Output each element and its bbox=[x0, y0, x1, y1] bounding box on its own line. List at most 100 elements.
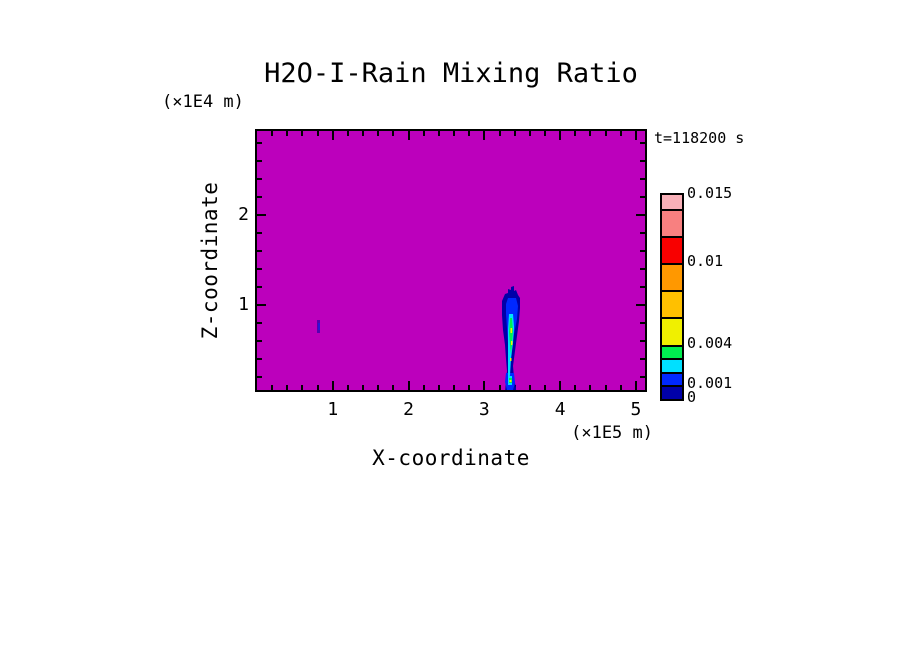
rain-shaft-yellow-speck-3 bbox=[510, 358, 512, 361]
z-major-tick bbox=[636, 303, 645, 306]
z-minor-tick bbox=[640, 375, 645, 378]
colorbar-tick-label-0.001: 0.001 bbox=[687, 374, 733, 393]
x-tick-label-3: 3 bbox=[478, 399, 490, 420]
z-minor-tick bbox=[640, 285, 645, 288]
x-minor-tick bbox=[619, 131, 622, 136]
z-minor-tick bbox=[640, 249, 645, 252]
x-minor-tick bbox=[604, 131, 607, 136]
z-minor-tick bbox=[257, 357, 262, 360]
x-minor-tick bbox=[453, 131, 456, 136]
x-minor-tick bbox=[286, 131, 289, 136]
z-minor-tick bbox=[257, 177, 262, 180]
time-annotation: t=118200 s bbox=[654, 129, 745, 147]
z-minor-tick bbox=[257, 195, 262, 198]
x-minor-tick bbox=[362, 131, 365, 136]
x-minor-tick bbox=[346, 131, 349, 136]
colorbar bbox=[660, 193, 684, 401]
z-minor-tick bbox=[640, 339, 645, 342]
x-minor-tick bbox=[513, 131, 516, 136]
x-minor-tick bbox=[422, 385, 425, 390]
rain-shaft-yellow-speck-4 bbox=[509, 380, 512, 382]
x-minor-tick bbox=[574, 131, 577, 136]
colorbar-tick-label-0: 0 bbox=[687, 388, 697, 406]
rain-shaft-yellow-speck-1 bbox=[510, 328, 513, 333]
colorbar-band-0.001-0.002 bbox=[662, 371, 682, 386]
x-minor-tick bbox=[316, 131, 319, 136]
x-minor-tick bbox=[377, 131, 380, 136]
x-tick-label-1: 1 bbox=[327, 399, 339, 420]
rain-shaft-overlay bbox=[317, 286, 520, 390]
x-major-tick bbox=[559, 381, 562, 390]
z-minor-tick bbox=[640, 195, 645, 198]
x-minor-tick bbox=[271, 131, 274, 136]
colorbar-band-0.006-0.008 bbox=[662, 290, 682, 318]
x-minor-tick bbox=[362, 385, 365, 390]
z-minor-tick bbox=[257, 285, 262, 288]
x-tick-label-2: 2 bbox=[403, 399, 414, 420]
colorbar-band-0.008-0.01 bbox=[662, 262, 682, 291]
z-axis-unit-label: (×1E4 m) bbox=[162, 92, 244, 112]
x-minor-tick bbox=[528, 131, 531, 136]
x-minor-tick bbox=[301, 131, 304, 136]
x-major-tick bbox=[483, 381, 486, 390]
x-minor-tick bbox=[619, 385, 622, 390]
x-major-tick bbox=[634, 131, 637, 140]
z-minor-tick bbox=[257, 339, 262, 342]
z-minor-tick bbox=[257, 141, 262, 144]
x-minor-tick bbox=[346, 385, 349, 390]
z-major-tick bbox=[257, 213, 266, 216]
x-minor-tick bbox=[589, 131, 592, 136]
faint-echo-blue bbox=[318, 323, 320, 330]
colorbar-band-0.01-0.012 bbox=[662, 235, 682, 263]
x-minor-tick bbox=[271, 385, 274, 390]
colorbar-band-0.002-0.003 bbox=[662, 358, 682, 372]
colorbar-band-0.004-0.006 bbox=[662, 317, 682, 345]
colorbar-band-0.014-0.015 bbox=[662, 195, 682, 209]
x-minor-tick bbox=[589, 385, 592, 390]
x-major-tick bbox=[407, 131, 410, 140]
x-axis-unit-label: (×1E5 m) bbox=[571, 423, 653, 443]
x-minor-tick bbox=[301, 385, 304, 390]
x-minor-tick bbox=[392, 385, 395, 390]
plot-title: H2O-I-Rain Mixing Ratio bbox=[264, 58, 638, 89]
z-minor-tick bbox=[640, 231, 645, 234]
mixing-ratio-field bbox=[257, 131, 645, 390]
x-minor-tick bbox=[498, 385, 501, 390]
z-minor-tick bbox=[257, 375, 262, 378]
z-minor-tick bbox=[640, 267, 645, 270]
colorbar-band-0.012-0.014 bbox=[662, 208, 682, 236]
x-minor-tick bbox=[604, 385, 607, 390]
z-major-tick bbox=[636, 213, 645, 216]
x-minor-tick bbox=[468, 385, 471, 390]
x-minor-tick bbox=[528, 385, 531, 390]
x-minor-tick bbox=[543, 131, 546, 136]
z-axis-title: Z-coordinate bbox=[198, 181, 222, 340]
z-tick-label-1: 1 bbox=[238, 293, 249, 315]
z-tick-label-2: 2 bbox=[238, 203, 249, 225]
x-major-tick bbox=[331, 381, 334, 390]
x-minor-tick bbox=[377, 385, 380, 390]
x-minor-tick bbox=[437, 385, 440, 390]
z-minor-tick bbox=[640, 141, 645, 144]
z-minor-tick bbox=[257, 231, 262, 234]
x-major-tick bbox=[634, 381, 637, 390]
z-minor-tick bbox=[257, 159, 262, 162]
x-minor-tick bbox=[543, 385, 546, 390]
colorbar-tick-label-0.01: 0.01 bbox=[687, 252, 724, 270]
z-minor-tick bbox=[257, 321, 262, 324]
x-tick-label-4: 4 bbox=[554, 399, 566, 420]
x-major-tick bbox=[407, 381, 410, 390]
x-minor-tick bbox=[574, 385, 577, 390]
x-minor-tick bbox=[422, 131, 425, 136]
z-minor-tick bbox=[640, 177, 645, 180]
rain-shaft-yellow-speck-2 bbox=[511, 341, 513, 345]
colorbar-band-0-0.001 bbox=[662, 385, 682, 399]
colorbar-tick-label-0.004: 0.004 bbox=[687, 333, 733, 352]
x-minor-tick bbox=[437, 131, 440, 136]
x-axis-title: X-coordinate bbox=[372, 446, 530, 470]
x-major-tick bbox=[331, 131, 334, 140]
x-minor-tick bbox=[392, 131, 395, 136]
z-minor-tick bbox=[640, 159, 645, 162]
x-tick-label-5: 5 bbox=[630, 399, 642, 420]
